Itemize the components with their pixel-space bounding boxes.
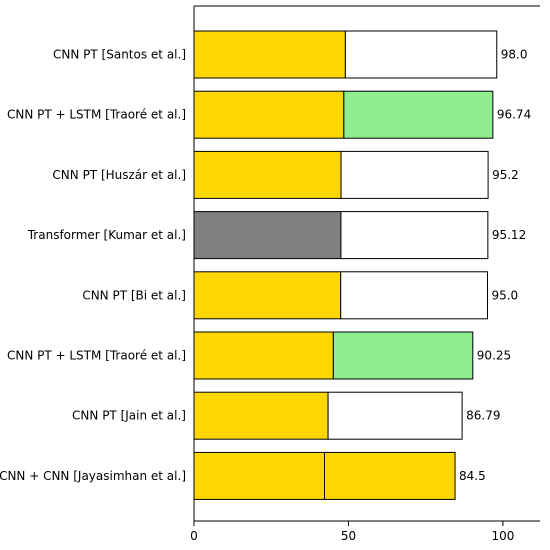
axes-group: 0 50 100 [190, 5, 540, 543]
category-label: CNN PT [Jain et al.] [72, 409, 186, 423]
category-label: CNN PT + LSTM [Traoré et al.] [7, 349, 186, 363]
bar-segment-4-1 [340, 271, 488, 320]
category-label: Transformer [Kumar et al.] [27, 228, 186, 242]
bar-segment-1-0 [193, 90, 345, 139]
category-label: CNN PT [Huszár et al.] [52, 168, 186, 182]
x-tick-label: 100 [491, 529, 514, 543]
bar-segment-2-1 [340, 150, 489, 199]
x-tick-label: 0 [190, 529, 198, 543]
bar-segment-0-1 [344, 30, 498, 79]
bar-segment-5-0 [193, 331, 334, 380]
bar-segment-7-1 [324, 451, 456, 500]
bar-segment-2-0 [193, 150, 342, 199]
value-label: 96.74 [497, 108, 531, 122]
bar-segment-1-1 [343, 90, 494, 139]
value-labels-group: 98.0 96.74 95.2 95.12 95.0 90.25 86.79 84.5 [459, 48, 531, 483]
bars-group [193, 30, 498, 500]
bar-segment-6-1 [327, 391, 463, 440]
bar-segment-5-1 [332, 331, 474, 380]
value-label: 90.25 [477, 349, 511, 363]
value-label: 95.2 [492, 168, 519, 182]
category-label: CNN + CNN [Jayasimhan et al.] [0, 469, 186, 483]
value-label: 95.12 [492, 228, 526, 242]
category-label: CNN PT + LSTM [Traoré et al.] [7, 108, 186, 122]
bar-segment-0-0 [193, 30, 346, 79]
bar-segment-4-0 [193, 271, 342, 320]
x-tick-label: 50 [341, 529, 356, 543]
bar-segment-3-0 [193, 211, 342, 260]
bar-segment-6-0 [193, 391, 329, 440]
value-label: 84.5 [459, 469, 486, 483]
bar-segment-7-0 [193, 451, 326, 500]
category-label: CNN PT [Santos et al.] [53, 48, 186, 62]
category-label: CNN PT [Bi et al.] [82, 288, 186, 302]
category-labels-group: CNN PT [Santos et al.] CNN PT + LSTM [Tra… [0, 48, 186, 483]
value-label: 95.0 [491, 288, 518, 302]
value-label: 98.0 [501, 48, 528, 62]
bar-segment-3-1 [340, 211, 489, 260]
value-label: 86.79 [466, 409, 500, 423]
